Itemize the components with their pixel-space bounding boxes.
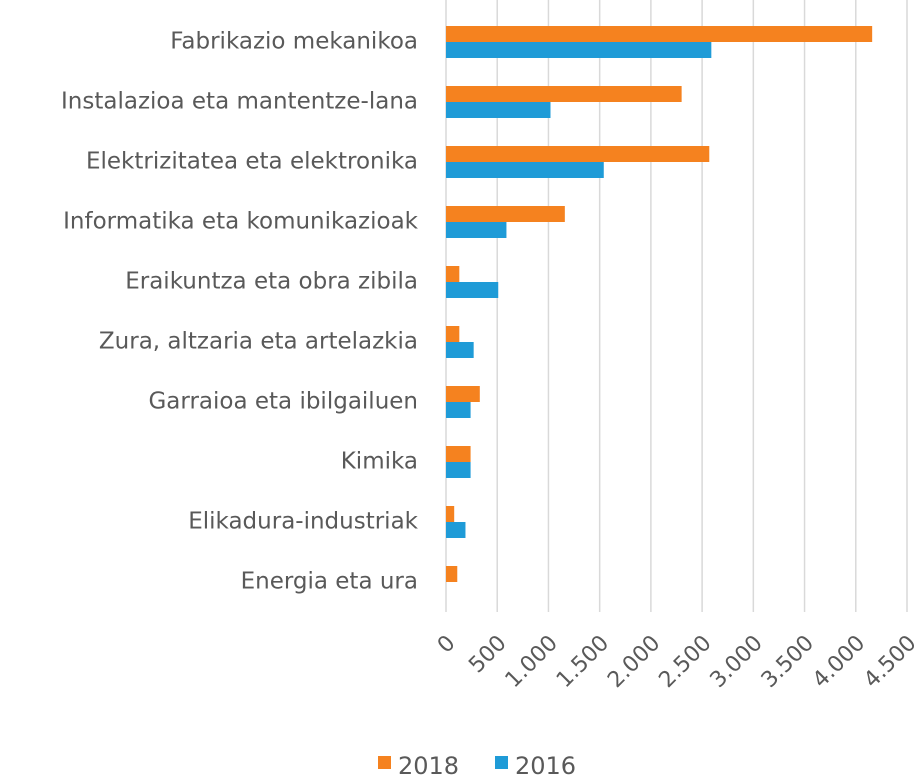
x-tick-label: 1.500 (552, 631, 614, 693)
bar (446, 326, 460, 342)
bar (446, 462, 471, 478)
category-label: Elikadura-industriak (188, 509, 418, 535)
bar (446, 282, 499, 298)
category-label: Zura, altzaria eta artelazkia (99, 329, 418, 355)
x-tick-label: 4.000 (808, 631, 870, 693)
bar (446, 266, 460, 282)
category-label: Elektrizitatea eta elektronika (86, 149, 418, 175)
category-label: Eraikuntza eta obra zibila (125, 269, 418, 295)
bar (446, 26, 873, 42)
bar (446, 42, 712, 58)
bar (446, 222, 507, 238)
legend-label: 2018 (398, 752, 459, 780)
x-tick-label: 4.500 (859, 631, 917, 693)
bar (446, 522, 466, 538)
bar (446, 342, 474, 358)
x-tick-label: 2.500 (654, 631, 716, 693)
bar (446, 146, 710, 162)
bar (446, 402, 471, 418)
category-label: Energia eta ura (241, 569, 418, 595)
x-tick-label: 1.000 (501, 631, 563, 693)
bar (446, 206, 565, 222)
bar (446, 506, 455, 522)
bar (446, 446, 471, 462)
x-tick-label: 2.000 (603, 631, 665, 693)
legend-label: 2016 (515, 752, 576, 780)
x-tick-label: 3.000 (706, 631, 768, 693)
bar (446, 162, 604, 178)
bar (446, 386, 480, 402)
x-tick-label: 0 (433, 631, 461, 659)
bar (446, 86, 682, 102)
category-label: Informatika eta komunikazioak (63, 209, 419, 235)
bar (446, 566, 458, 582)
legend-swatch (495, 756, 508, 769)
bar (446, 102, 551, 118)
x-tick-label: 3.500 (757, 631, 819, 693)
category-label: Instalazioa eta mantentze-lana (61, 89, 418, 115)
category-label: Kimika (341, 449, 418, 475)
legend-swatch (378, 756, 391, 769)
category-label: Fabrikazio mekanikoa (170, 29, 418, 55)
category-label: Garraioa eta ibilgailuen (148, 389, 418, 415)
